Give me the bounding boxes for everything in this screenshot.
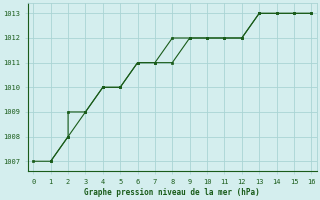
X-axis label: Graphe pression niveau de la mer (hPa): Graphe pression niveau de la mer (hPa): [84, 188, 260, 197]
